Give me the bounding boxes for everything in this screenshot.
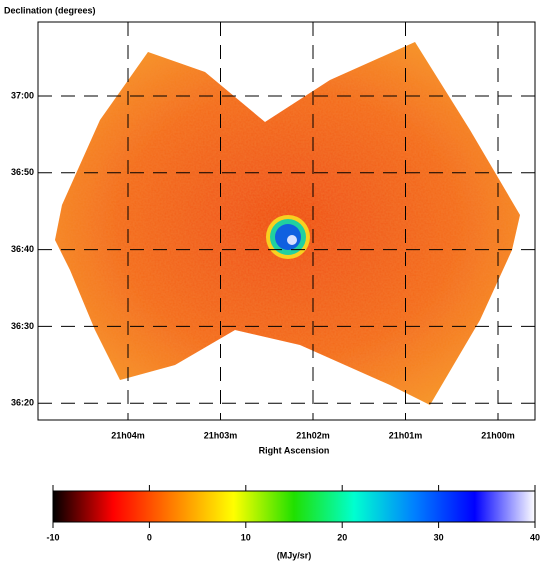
x-tick-label: 21h01m bbox=[389, 430, 423, 440]
x-tick-label: 21h03m bbox=[204, 430, 238, 440]
colorbar-tick-label: 30 bbox=[434, 532, 444, 542]
colorbar bbox=[52, 490, 536, 523]
colorbar-tick-label: 40 bbox=[530, 532, 540, 542]
colorbar-tick-label: -10 bbox=[46, 532, 59, 542]
y-tick-label: 36:20 bbox=[11, 398, 34, 408]
y-tick-label: 36:30 bbox=[11, 321, 34, 331]
colorbar-tick-label: 20 bbox=[337, 532, 347, 542]
y-tick-label: 36:40 bbox=[11, 244, 34, 254]
plot-frame bbox=[37, 21, 536, 421]
y-axis-title: Declination (degrees) bbox=[4, 5, 96, 15]
x-tick-label: 21h04m bbox=[111, 430, 145, 440]
colorbar-tick-label: 10 bbox=[241, 532, 251, 542]
y-tick-label: 37:00 bbox=[11, 90, 34, 100]
x-axis-title: Right Ascension bbox=[259, 445, 330, 455]
x-tick-label: 21h00m bbox=[481, 430, 515, 440]
y-tick-label: 36:50 bbox=[11, 167, 34, 177]
x-tick-label: 21h02m bbox=[296, 430, 330, 440]
colorbar-label: (MJy/sr) bbox=[277, 550, 312, 560]
sky-image bbox=[55, 42, 520, 405]
source-peak bbox=[287, 235, 297, 245]
colorbar-tick-label: 0 bbox=[147, 532, 152, 542]
